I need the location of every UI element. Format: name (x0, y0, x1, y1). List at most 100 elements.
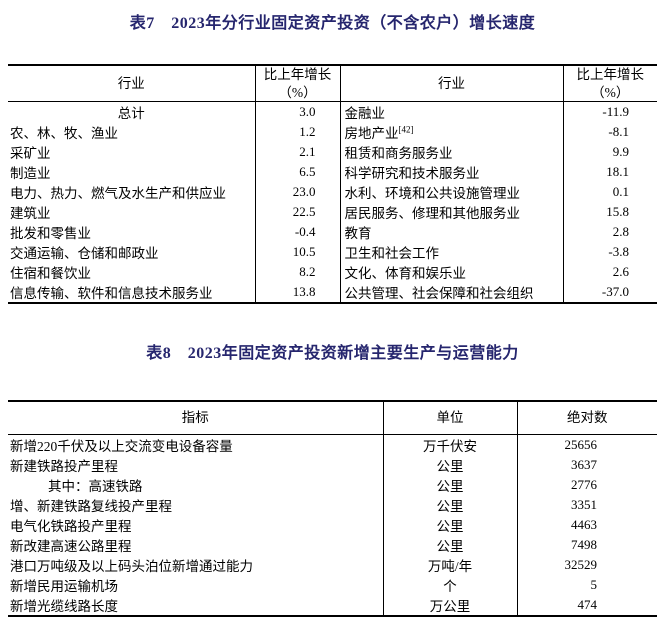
growth-cell: -3.8 (608, 244, 629, 260)
indicator-cell: 新改建高速公路里程 (8, 534, 384, 555)
table7-title: 表7 2023年分行业固定资产投资（不含农户）增长速度 (129, 15, 536, 32)
value-cell: 32529 (564, 556, 598, 572)
unit-cell: 公里 (383, 454, 518, 475)
growth-cell: 3.0 (255, 101, 341, 123)
unit-cell: 个 (383, 574, 518, 595)
growth-header-line1: 比上年增长 (263, 67, 332, 82)
table-row: 新改建高速公路里程 公里 7498 (8, 534, 657, 555)
table8-title: 表8 2023年固定资产投资新增主要生产与运营能力 (146, 345, 519, 362)
growth-cell: 18.1 (606, 164, 629, 180)
industry-cell: 房地产业[42] (340, 122, 564, 143)
table-row: 增、新建铁路复线投产里程 公里 3351 (8, 494, 657, 515)
table-row: 新增光缆线路长度 万公里 474 (8, 594, 657, 616)
unit-cell: 万千伏安 (383, 434, 518, 455)
industry-cell: 教育 (340, 222, 564, 243)
indicator-cell: 新建铁路投产里程 (8, 454, 384, 475)
table7-body: 总计 3.0 金融业 -11.9 农、林、牧、渔业 1.2 房地产业[42] -… (8, 101, 657, 304)
footnote-ref-42: [42] (398, 124, 414, 135)
industry-cell: 建筑业 (8, 202, 256, 223)
growth-header-line2: （%） (278, 84, 317, 100)
growth-cell: 1.2 (255, 122, 341, 143)
table-row: 农、林、牧、渔业 1.2 房地产业[42] -8.1 (8, 122, 657, 143)
growth-cell: -8.1 (608, 124, 629, 140)
value-cell: 3637 (571, 456, 597, 472)
industry-cell: 公共管理、社会保障和社会组织 (340, 282, 564, 304)
table-row: 总计 3.0 金融业 -11.9 (8, 101, 657, 123)
value-cell: 474 (577, 596, 598, 612)
table-row: 新增民用运输机场 个 5 (8, 574, 657, 595)
value-cell: 3351 (571, 496, 597, 512)
industry-cell: 总计 (8, 101, 256, 123)
growth-cell: 8.2 (255, 262, 341, 283)
table-row: 住宿和餐饮业 8.2 文化、体育和娱乐业 2.6 (8, 262, 657, 283)
table-row: 其中：高速铁路 公里 2776 (8, 474, 657, 495)
value-cell: 4463 (571, 516, 597, 532)
table7-header-growth-left: 比上年增长 （%） (255, 65, 341, 103)
value-cell: 2776 (571, 476, 597, 492)
industry-cell: 农、林、牧、渔业 (8, 122, 256, 143)
growth-cell: 6.5 (255, 162, 341, 183)
table-row: 信息传输、软件和信息技术服务业 13.8 公共管理、社会保障和社会组织 -37.… (8, 282, 657, 304)
industry-cell: 采矿业 (8, 142, 256, 163)
table8-header: 指标 单位 绝对数 (8, 401, 657, 435)
growth-header-line2: （%） (591, 84, 630, 100)
table7-header-row: 行业 比上年增长 （%） 行业 比上年增长 （%） (8, 65, 657, 103)
table8-new-capacity: 指标 单位 绝对数 新增220千伏及以上交流变电设备容量 万千伏安 25656 … (8, 400, 657, 617)
table-row: 港口万吨级及以上码头泊位新增通过能力 万吨/年 32529 (8, 554, 657, 575)
value-cell: 7498 (571, 536, 597, 552)
indicator-cell: 新增220千伏及以上交流变电设备容量 (8, 434, 384, 455)
industry-cell: 金融业 (340, 101, 564, 123)
table-row: 采矿业 2.1 租赁和商务服务业 9.9 (8, 142, 657, 163)
indicator-cell: 港口万吨级及以上码头泊位新增通过能力 (8, 554, 384, 575)
table-row: 交通运输、仓储和邮政业 10.5 卫生和社会工作 -3.8 (8, 242, 657, 263)
industry-cell: 租赁和商务服务业 (340, 142, 564, 163)
indicator-cell: 新增光缆线路长度 (8, 594, 384, 616)
industry-cell: 卫生和社会工作 (340, 242, 564, 263)
growth-cell: 0.1 (612, 184, 629, 200)
table8-header-unit: 单位 (383, 401, 518, 435)
growth-cell: -11.9 (602, 104, 629, 120)
unit-cell: 万公里 (383, 594, 518, 616)
table-row: 批发和零售业 -0.4 教育 2.8 (8, 222, 657, 243)
industry-cell: 住宿和餐饮业 (8, 262, 256, 283)
table-row: 制造业 6.5 科学研究和技术服务业 18.1 (8, 162, 657, 183)
growth-cell: 2.8 (612, 224, 629, 240)
table-row: 新建铁路投产里程 公里 3637 (8, 454, 657, 475)
industry-label: 房地产业 (344, 126, 399, 142)
industry-cell: 科学研究和技术服务业 (340, 162, 564, 183)
value-cell: 25656 (564, 436, 598, 452)
growth-cell: -0.4 (255, 222, 341, 243)
unit-cell: 公里 (383, 474, 518, 495)
growth-cell: -37.0 (601, 284, 629, 300)
industry-cell: 制造业 (8, 162, 256, 183)
unit-cell: 公里 (383, 534, 518, 555)
table-row: 电力、热力、燃气及水生产和供应业 23.0 水利、环境和公共设施管理业 0.1 (8, 182, 657, 203)
growth-cell: 15.8 (606, 204, 629, 220)
unit-cell: 公里 (383, 514, 518, 535)
table7-header: 行业 比上年增长 （%） 行业 比上年增长 （%） (8, 65, 657, 103)
growth-cell: 2.1 (255, 142, 341, 163)
industry-cell: 居民服务、修理和其他服务业 (340, 202, 564, 223)
table7-header-industry-left: 行业 (8, 65, 256, 103)
table8-body: 新增220千伏及以上交流变电设备容量 万千伏安 25656 新建铁路投产里程 公… (8, 434, 657, 616)
table8-header-indicator: 指标 (8, 401, 384, 435)
unit-cell: 万吨/年 (383, 554, 518, 575)
table7-header-growth-right: 比上年增长 （%） (563, 65, 657, 103)
growth-header-line1: 比上年增长 (576, 67, 645, 82)
value-cell: 5 (590, 576, 598, 592)
table8-header-value: 绝对数 (517, 401, 657, 435)
industry-cell: 批发和零售业 (8, 222, 256, 243)
indicator-cell: 新增民用运输机场 (8, 574, 384, 595)
table8-header-row: 指标 单位 绝对数 (8, 401, 657, 435)
unit-cell: 公里 (383, 494, 518, 515)
table-row: 新增220千伏及以上交流变电设备容量 万千伏安 25656 (8, 434, 657, 455)
industry-cell: 水利、环境和公共设施管理业 (340, 182, 564, 203)
indicator-cell: 增、新建铁路复线投产里程 (8, 494, 384, 515)
growth-cell: 2.6 (612, 264, 629, 280)
growth-cell: 10.5 (255, 242, 341, 263)
table7-header-industry-right: 行业 (340, 65, 564, 103)
indicator-cell: 电气化铁路投产里程 (8, 514, 384, 535)
growth-cell: 9.9 (612, 144, 629, 160)
growth-cell: 22.5 (255, 202, 341, 223)
